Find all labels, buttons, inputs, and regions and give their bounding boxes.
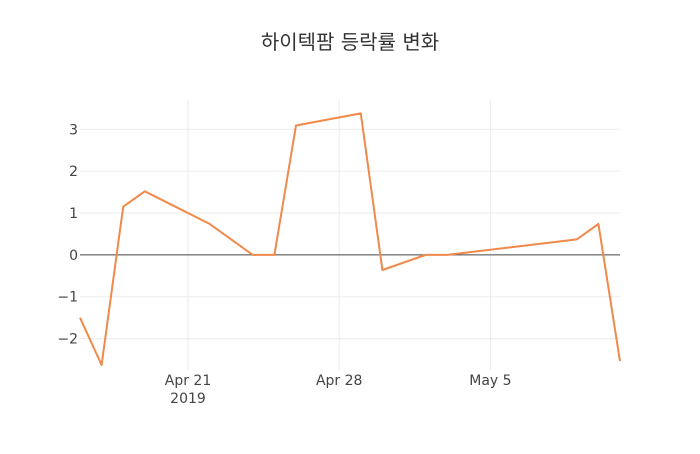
series-layer [79,112,621,366]
y-tick-label: −2 [57,332,78,348]
y-tick-label: 0 [69,248,78,264]
x-tick-label: May 5 [469,373,511,389]
y-tick-label: 2 [69,164,78,180]
x-axis: Apr 21 2019 Apr 28 May 5 [165,373,512,407]
grid [80,100,620,370]
y-tick-label: 1 [69,206,78,222]
y-tick-label: 3 [69,122,78,138]
series-line [79,112,621,366]
x-tick-label: Apr 21 [165,373,211,389]
chart-title: 하이텍팜 등락률 변화 [261,30,439,54]
y-axis: 3 2 1 0 −1 −2 [57,122,78,347]
x-tick-label: 2019 [170,391,206,407]
x-tick-label: Apr 28 [316,373,362,389]
y-tick-label: −1 [57,290,78,306]
